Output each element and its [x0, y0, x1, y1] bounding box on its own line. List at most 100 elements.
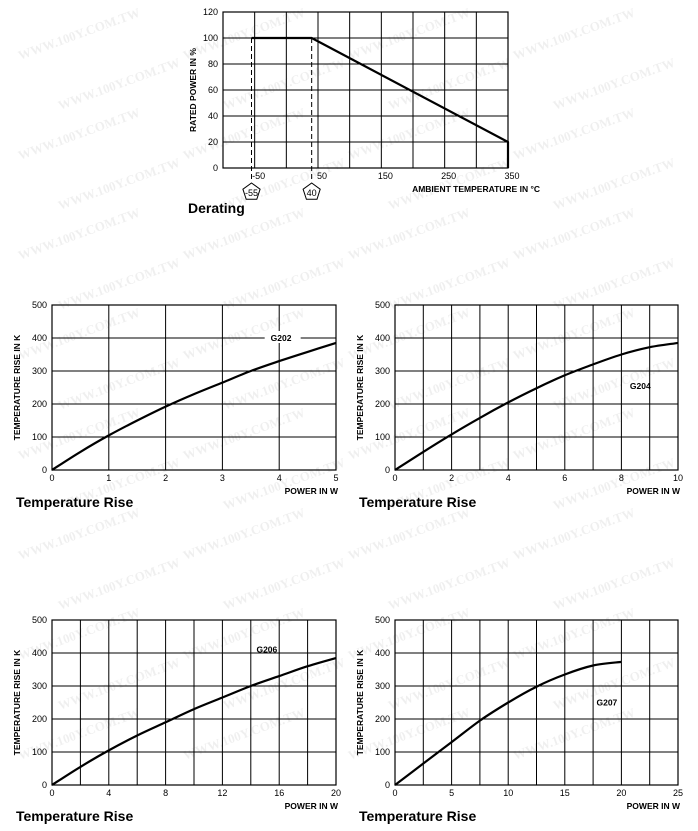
plot-frame: [394, 619, 679, 786]
x-axis-label: POWER IN W: [285, 486, 339, 496]
x-tick-label: 0: [392, 788, 397, 798]
watermark-text: WWW.100Y.COM.TW: [551, 155, 677, 213]
watermark-text: WWW.100Y.COM.TW: [16, 5, 142, 63]
y-tick-label: 500: [375, 300, 390, 310]
x-tick-label: 10: [503, 788, 513, 798]
y-tick-label: 500: [375, 615, 390, 625]
x-tick-label: 0: [49, 788, 54, 798]
plot-frame: [394, 304, 679, 471]
watermark-text: WWW.100Y.COM.TW: [511, 305, 637, 363]
plot-frame: [51, 619, 337, 786]
y-tick-label: 500: [32, 300, 47, 310]
watermark-text: WWW.100Y.COM.TW: [221, 55, 347, 113]
watermark-text: WWW.100Y.COM.TW: [56, 155, 182, 213]
watermark-text: WWW.100Y.COM.TW: [511, 105, 637, 163]
y-tick-label: 300: [375, 681, 390, 691]
y-tick-label: 200: [32, 399, 47, 409]
watermark-text: WWW.100Y.COM.TW: [386, 255, 512, 313]
y-tick-label: 60: [208, 85, 218, 95]
watermark-text: WWW.100Y.COM.TW: [181, 105, 307, 163]
series-annotation: G207: [596, 698, 617, 708]
watermark-text: WWW.100Y.COM.TW: [16, 205, 142, 263]
y-tick-label: 120: [203, 7, 218, 17]
watermark-text: WWW.100Y.COM.TW: [56, 255, 182, 313]
watermark-text: WWW.100Y.COM.TW: [221, 255, 347, 313]
y-tick-label: 400: [32, 648, 47, 658]
watermark-text: WWW.100Y.COM.TW: [551, 255, 677, 313]
chart-g204: 0 100 200 300 400 500 0 2 4 6 8 10 TEMPERATURE RISE …: [355, 300, 683, 510]
x-tick-label: 10: [673, 473, 683, 483]
y-axis-label: TEMPERATURE RISE IN K: [355, 334, 365, 440]
x-tick-label: 5: [333, 473, 338, 483]
chart-title: Temperature Rise: [359, 808, 476, 824]
x-tick-label: 20: [616, 788, 626, 798]
plot-frame: [51, 304, 337, 471]
y-tick-label: 100: [32, 432, 47, 442]
watermark-text: WWW.100Y.COM.TW: [511, 705, 637, 763]
x-axis-label: POWER IN W: [627, 801, 681, 811]
watermark-text: WWW.100Y.COM.TW: [56, 555, 182, 613]
watermark-text: WWW.100Y.COM.TW: [181, 405, 307, 463]
y-tick-label: 300: [375, 366, 390, 376]
series-line-g202: [51, 341, 337, 471]
x-tick-label: 4: [506, 473, 511, 483]
y-tick-label: 80: [208, 59, 218, 69]
chart-title: Temperature Rise: [16, 808, 133, 824]
y-axis-label: TEMPERATURE RISE IN K: [12, 334, 22, 440]
watermark-text: WWW.100Y.COM.TW: [346, 505, 472, 563]
watermark-text: WWW.100Y.COM.TW: [551, 555, 677, 613]
y-tick-label: 200: [32, 714, 47, 724]
y-tick-label: 0: [42, 465, 47, 475]
chart-title: Derating: [188, 200, 245, 216]
x-axis-label: AMBIENT TEMPERATURE IN °C: [412, 184, 540, 194]
y-tick-label: 0: [385, 780, 390, 790]
x-tick-label: 2: [163, 473, 168, 483]
x-tick-label: 4: [106, 788, 111, 798]
y-tick-label: 100: [203, 33, 218, 43]
watermark-text: WWW.100Y.COM.TW: [181, 605, 307, 663]
watermark-text: WWW.100Y.COM.TW: [386, 55, 512, 113]
watermark-text: WWW.100Y.COM.TW: [511, 605, 637, 663]
x-tick-label: 1: [106, 473, 111, 483]
series-annotation: G206: [256, 645, 277, 655]
x-tick-label: 3: [220, 473, 225, 483]
watermark-text: WWW.100Y.COM.TW: [56, 55, 182, 113]
y-tick-label: 100: [375, 432, 390, 442]
y-tick-label: 500: [32, 615, 47, 625]
y-axis-label: TEMPERATURE RISE IN K: [12, 649, 22, 755]
series-line-g204: [394, 341, 679, 471]
marker-pentagon: [242, 182, 261, 200]
series-annotation: G202: [271, 333, 292, 343]
y-tick-label: 0: [385, 465, 390, 475]
x-tick-label: 50: [317, 171, 327, 181]
x-tick-label: 16: [274, 788, 284, 798]
y-tick-label: 100: [375, 747, 390, 757]
marker-label: -55: [245, 188, 258, 198]
x-tick-label: 8: [163, 788, 168, 798]
annotation-background: [264, 331, 301, 343]
chart-g202: 0 100 200 300 400 500 0 1 2 3 4 5 TEMPERATURE RISE I…: [12, 300, 339, 510]
chart-title: Temperature Rise: [359, 494, 476, 510]
watermark-text: WWW.100Y.COM.TW: [511, 405, 637, 463]
watermark-text: WWW.100Y.COM.TW: [511, 5, 637, 63]
watermark-text: WWW.100Y.COM.TW: [551, 455, 677, 513]
x-tick-label: 250: [441, 171, 456, 181]
x-tick-label: 8: [619, 473, 624, 483]
watermark-text: WWW.100Y.COM.TW: [551, 55, 677, 113]
y-tick-label: 100: [32, 747, 47, 757]
x-tick-label: 6: [562, 473, 567, 483]
y-tick-label: 40: [208, 111, 218, 121]
y-tick-label: 200: [375, 399, 390, 409]
y-axis-label: RATED POWER IN %: [188, 48, 198, 132]
y-tick-label: 0: [42, 780, 47, 790]
y-tick-label: 400: [375, 333, 390, 343]
watermark-text: WWW.100Y.COM.TW: [346, 205, 472, 263]
y-axis-label: TEMPERATURE RISE IN K: [355, 649, 365, 755]
watermark-text: WWW.100Y.COM.TW: [386, 655, 512, 713]
chart-g207: 0 100 200 300 400 500 0 5 10 15 20 25 TEMPERATURE RI…: [355, 615, 683, 824]
chart-g206: 0 100 200 300 400 500 0 4 8 12 16 20 TEMPERATURE RIS…: [12, 615, 341, 824]
series-line-derating: [251, 36, 510, 168]
watermark-text: WWW.100Y.COM.TW: [221, 555, 347, 613]
